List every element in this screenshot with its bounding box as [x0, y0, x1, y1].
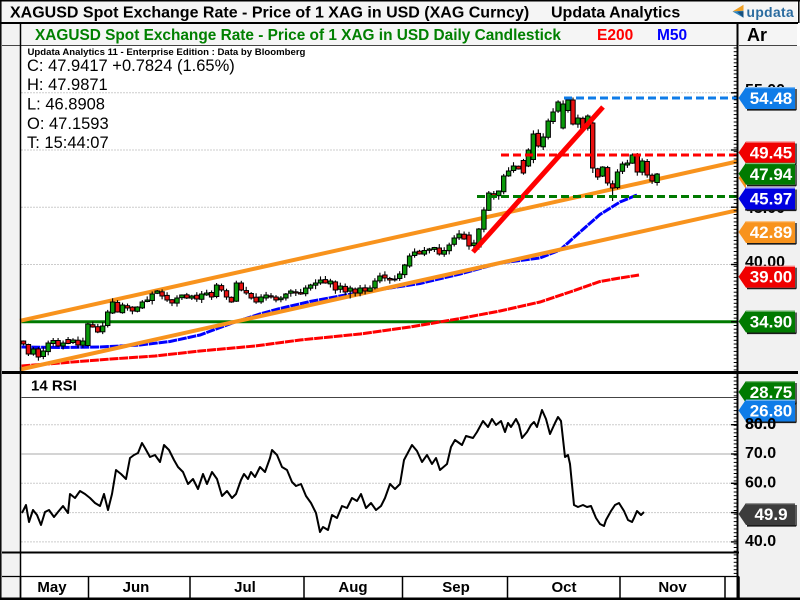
svg-text:80.0: 80.0	[745, 416, 776, 433]
svg-text:Updata Analytics 11 - Enterpri: Updata Analytics 11 - Enterprise Edition…	[28, 47, 306, 58]
svg-text:14 RSI: 14 RSI	[31, 378, 77, 395]
svg-text:Jul: Jul	[234, 579, 256, 596]
svg-text:C: 47.9417 +0.7824 (1.65%): C: 47.9417 +0.7824 (1.65%)	[27, 57, 235, 75]
svg-text:Ar: Ar	[747, 25, 767, 45]
svg-text:T: 15:44:07: T: 15:44:07	[27, 134, 109, 152]
svg-text:49.45: 49.45	[750, 144, 793, 163]
svg-text:Aug: Aug	[338, 579, 367, 596]
svg-text:XAGUSD Spot Exchange Rate - Pr: XAGUSD Spot Exchange Rate - Price of 1 X…	[10, 5, 529, 22]
svg-text:L: 46.8908: L: 46.8908	[27, 96, 105, 114]
svg-text:47.94: 47.94	[750, 165, 793, 184]
svg-text:40.0: 40.0	[745, 533, 776, 550]
svg-text:Updata Analytics: Updata Analytics	[551, 5, 680, 22]
svg-text:O: 47.1593: O: 47.1593	[27, 115, 109, 133]
svg-text:Jun: Jun	[123, 579, 150, 596]
svg-text:XAGUSD Spot Exchange Rate - Pr: XAGUSD Spot Exchange Rate - Price of 1 X…	[35, 27, 561, 44]
svg-text:M50: M50	[657, 27, 687, 44]
svg-text:E200: E200	[597, 27, 633, 44]
svg-text:45.97: 45.97	[750, 190, 793, 209]
svg-text:May: May	[37, 579, 67, 596]
svg-text:Oct: Oct	[551, 579, 576, 596]
svg-text:70.0: 70.0	[745, 445, 776, 462]
svg-text:updata: updata	[747, 5, 795, 20]
svg-text:42.89: 42.89	[750, 223, 793, 242]
svg-text:26.80: 26.80	[750, 402, 793, 421]
svg-text:39.00: 39.00	[750, 268, 793, 287]
svg-text:54.48: 54.48	[750, 89, 793, 108]
svg-text:Sep: Sep	[442, 579, 470, 596]
svg-text:H: 47.9871: H: 47.9871	[27, 76, 108, 94]
svg-text:60.0: 60.0	[745, 475, 776, 492]
svg-text:28.75: 28.75	[750, 383, 793, 402]
svg-text:49.9: 49.9	[754, 505, 787, 524]
svg-text:34.90: 34.90	[750, 313, 793, 332]
svg-text:Nov: Nov	[658, 579, 687, 596]
